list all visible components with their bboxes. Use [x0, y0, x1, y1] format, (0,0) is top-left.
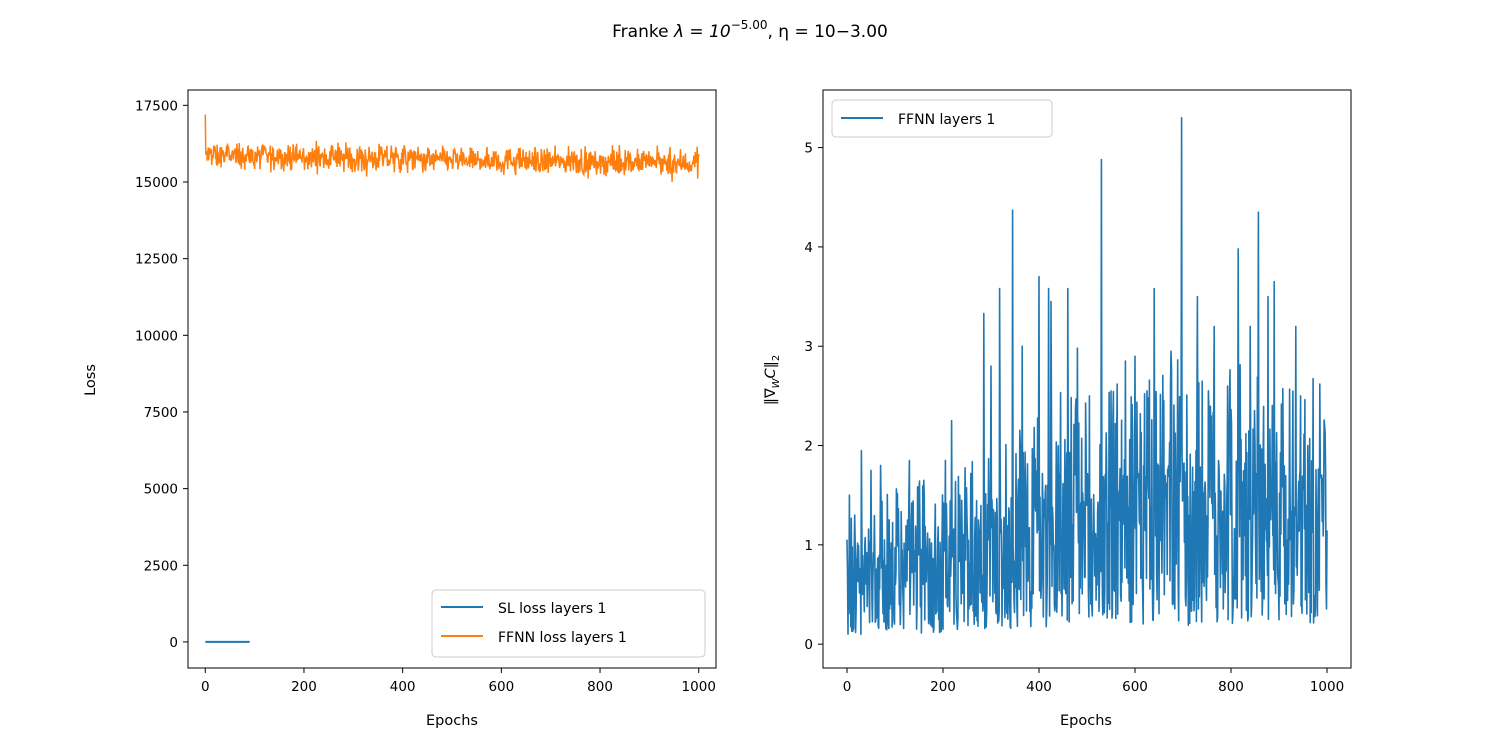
loss-y-tick-label: 10000 [135, 328, 178, 344]
series-ffnn-loss-line [204, 114, 700, 182]
gradient-y-ticks: 0 1 2 3 4 5 [804, 141, 823, 653]
loss-legend: SL loss layers 1 FFNN loss layers 1 [431, 589, 706, 658]
gradient-y-tick-label: 1 [804, 538, 813, 554]
gradient-y-tick-label: 5 [804, 141, 813, 157]
loss-axes: 0 200 400 600 800 1000 0 2500 5000 7500 10000 1250… [83, 89, 717, 729]
gradient-x-tick-label: 600 [1122, 679, 1148, 695]
gradient-y-tick-label: 3 [804, 339, 813, 355]
loss-legend-label-ffnn: FFNN loss layers 1 [498, 630, 627, 646]
gradient-plot-area [846, 117, 1328, 636]
gradient-x-tick-label: 400 [1026, 679, 1052, 695]
loss-x-tick-label: 400 [390, 679, 416, 695]
loss-y-tick-label: 17500 [135, 98, 178, 114]
gradient-x-tick-label: 0 [843, 679, 852, 695]
gradient-y-tick-label: 4 [804, 240, 813, 256]
loss-y-tick-label: 15000 [135, 175, 178, 191]
gradient-x-label: Epochs [1060, 713, 1112, 729]
loss-y-tick-label: 5000 [144, 482, 178, 498]
loss-x-tick-label: 200 [291, 679, 317, 695]
gradient-x-ticks: 0 200 400 600 800 1000 [843, 668, 1344, 695]
loss-legend-box [431, 589, 706, 658]
loss-x-tick-label: 800 [587, 679, 613, 695]
series-ffnn-gradient-line [846, 117, 1328, 636]
loss-x-label: Epochs [426, 713, 478, 729]
loss-y-tick-label: 12500 [135, 252, 178, 268]
gradient-x-tick-label: 200 [930, 679, 956, 695]
gradient-y-tick-label: 0 [804, 637, 813, 653]
loss-x-tick-label: 1000 [682, 679, 716, 695]
loss-y-tick-label: 2500 [144, 558, 178, 574]
figure-title: Franke λ = 10−5.00, η = 10−3.00 [612, 18, 888, 42]
gradient-axes-frame [822, 89, 1352, 669]
loss-y-label: Loss [83, 364, 99, 396]
gradient-x-tick-label: 1000 [1310, 679, 1344, 695]
gradient-x-tick-label: 800 [1218, 679, 1244, 695]
gradient-legend-label: FFNN layers 1 [898, 112, 995, 128]
loss-y-ticks: 0 2500 5000 7500 10000 12500 15000 17500 [135, 98, 188, 651]
gradient-norm-axes: 0 200 400 600 800 1000 0 1 2 3 4 5 Epochs ‖∇WC‖2 F… [763, 89, 1352, 729]
loss-x-ticks: 0 200 400 600 800 1000 [201, 668, 716, 695]
gradient-legend-box [831, 99, 1053, 138]
loss-plot-area [204, 114, 700, 643]
gradient-y-label: ‖∇WC‖2 [763, 355, 782, 406]
gradient-y-tick-label: 2 [804, 439, 813, 455]
loss-y-tick-label: 7500 [144, 405, 178, 421]
loss-legend-label-sl: SL loss layers 1 [498, 601, 606, 617]
loss-y-tick-label: 0 [169, 635, 178, 651]
gradient-legend: FFNN layers 1 [831, 99, 1053, 138]
loss-axes-frame [187, 89, 717, 669]
loss-x-tick-label: 600 [488, 679, 514, 695]
loss-x-tick-label: 0 [201, 679, 210, 695]
